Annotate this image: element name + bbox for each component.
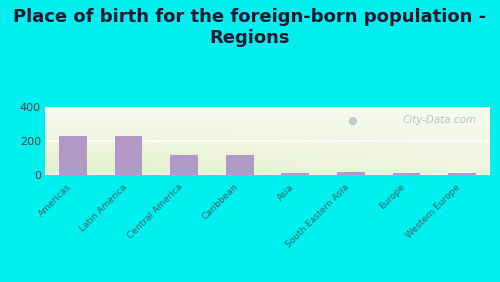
Bar (337, 173, 365, 175)
Bar (448, 173, 476, 175)
Bar (282, 173, 309, 175)
Text: City-Data.com: City-Data.com (402, 115, 476, 125)
Bar (59, 136, 86, 175)
Bar (226, 155, 254, 175)
Bar (392, 173, 420, 175)
Bar (114, 136, 142, 175)
Text: Place of birth for the foreign-born population -
Regions: Place of birth for the foreign-born popu… (14, 8, 486, 47)
Text: ●: ● (348, 115, 358, 125)
Bar (170, 155, 198, 175)
